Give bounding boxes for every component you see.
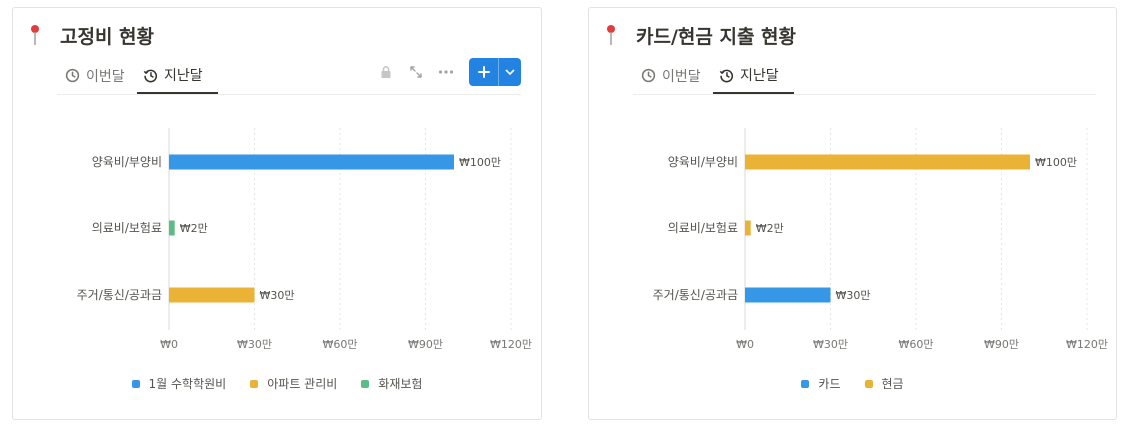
- card-title: 고정비 현황: [60, 26, 155, 48]
- category-label: 의료비/보험료: [668, 221, 738, 235]
- bar[interactable]: [169, 154, 454, 170]
- x-tick-label: ₩120만: [490, 338, 532, 351]
- value-label: ₩2만: [756, 222, 784, 235]
- card-cash-card: 카드/현금 지출 현황 이번달 지난달 ₩0 ₩30만 ₩60만 ₩90만 ₩120만 양…: [588, 7, 1117, 420]
- x-tick-label: ₩60만: [323, 338, 358, 351]
- legend-label: 화재보험: [378, 377, 423, 391]
- value-label: ₩100만: [1035, 156, 1077, 169]
- legend-label: 1월 수학학원비: [148, 377, 227, 391]
- bar[interactable]: [745, 220, 751, 236]
- x-tick-label: ₩30만: [813, 338, 848, 351]
- category-label: 양육비/부양비: [92, 155, 162, 169]
- category-label: 주거/통신/공과금: [653, 288, 738, 302]
- category-label: 양육비/부양비: [668, 155, 738, 169]
- tab-label: 지난달: [164, 68, 203, 84]
- chevron-down-icon[interactable]: [499, 58, 521, 86]
- add-button[interactable]: [469, 58, 521, 86]
- history-icon: [143, 69, 158, 82]
- legend-swatch: [864, 379, 873, 388]
- legend-label: 아파트 관리비: [267, 377, 338, 391]
- card-title: 카드/현금 지출 현황: [636, 26, 797, 48]
- lock-icon[interactable]: [373, 59, 399, 85]
- legend-item[interactable]: 1월 수학학원비: [131, 375, 227, 392]
- clock-icon: [65, 68, 80, 83]
- plus-icon[interactable]: [469, 58, 499, 86]
- value-label: ₩30만: [836, 289, 871, 302]
- x-tick-label: ₩60만: [899, 338, 934, 351]
- tab-last-month[interactable]: 지난달: [713, 58, 794, 94]
- legend-item[interactable]: 화재보험: [361, 375, 422, 392]
- clock-icon: [641, 68, 656, 83]
- x-tick-label: ₩90만: [408, 338, 443, 351]
- x-tick-label: ₩0: [736, 338, 754, 351]
- more-icon[interactable]: [433, 59, 459, 85]
- view-toolbar: [369, 58, 521, 86]
- legend-item[interactable]: 카드: [801, 375, 841, 392]
- legend-swatch: [131, 379, 140, 388]
- legend-swatch: [361, 379, 370, 388]
- legend-swatch: [801, 379, 810, 388]
- tab-this-month[interactable]: 이번달: [59, 58, 131, 93]
- history-icon: [719, 69, 734, 82]
- legend-item[interactable]: 현금: [864, 375, 904, 392]
- x-tick-label: ₩0: [160, 338, 178, 351]
- chart-legend: 카드 현금: [589, 375, 1116, 392]
- tab-label: 이번달: [86, 68, 125, 85]
- tab-this-month[interactable]: 이번달: [635, 58, 707, 93]
- legend-swatch: [250, 379, 259, 388]
- bar[interactable]: [745, 287, 831, 303]
- tab-bar: 이번달 지난달: [633, 58, 1096, 95]
- category-label: 의료비/보험료: [92, 221, 162, 235]
- expand-icon[interactable]: [403, 59, 429, 85]
- pushpin-icon: [607, 25, 615, 45]
- legend-label: 현금: [881, 377, 904, 391]
- value-label: ₩100만: [459, 156, 501, 169]
- category-label: 주거/통신/공과금: [77, 288, 162, 302]
- tab-label: 이번달: [662, 68, 701, 85]
- chart-legend: 1월 수학학원비 아파트 관리비 화재보험: [13, 375, 541, 392]
- tab-last-month[interactable]: 지난달: [137, 58, 218, 94]
- bar[interactable]: [745, 154, 1030, 170]
- value-label: ₩30만: [260, 289, 295, 302]
- tab-label: 지난달: [740, 68, 779, 84]
- value-label: ₩2만: [180, 222, 208, 235]
- pushpin-icon: [31, 25, 39, 45]
- fixed-cost-chart: ₩0 ₩30만 ₩60만 ₩90만 ₩120만 양육비/부양비의료비/보험료주거/통신/공…: [77, 128, 532, 351]
- legend-label: 카드: [818, 377, 841, 391]
- x-tick-label: ₩120만: [1066, 338, 1108, 351]
- fixed-cost-card: 고정비 현황 이번달 지난달: [12, 7, 542, 420]
- card-cash-chart: ₩0 ₩30만 ₩60만 ₩90만 ₩120만 양육비/부양비의료비/보험료주거/통신/공…: [653, 128, 1108, 351]
- tab-bar: 이번달 지난달: [57, 58, 521, 95]
- x-tick-label: ₩30만: [237, 338, 272, 351]
- bar[interactable]: [169, 220, 175, 236]
- legend-item[interactable]: 아파트 관리비: [250, 375, 337, 392]
- x-tick-label: ₩90만: [984, 338, 1019, 351]
- bar[interactable]: [169, 287, 255, 303]
